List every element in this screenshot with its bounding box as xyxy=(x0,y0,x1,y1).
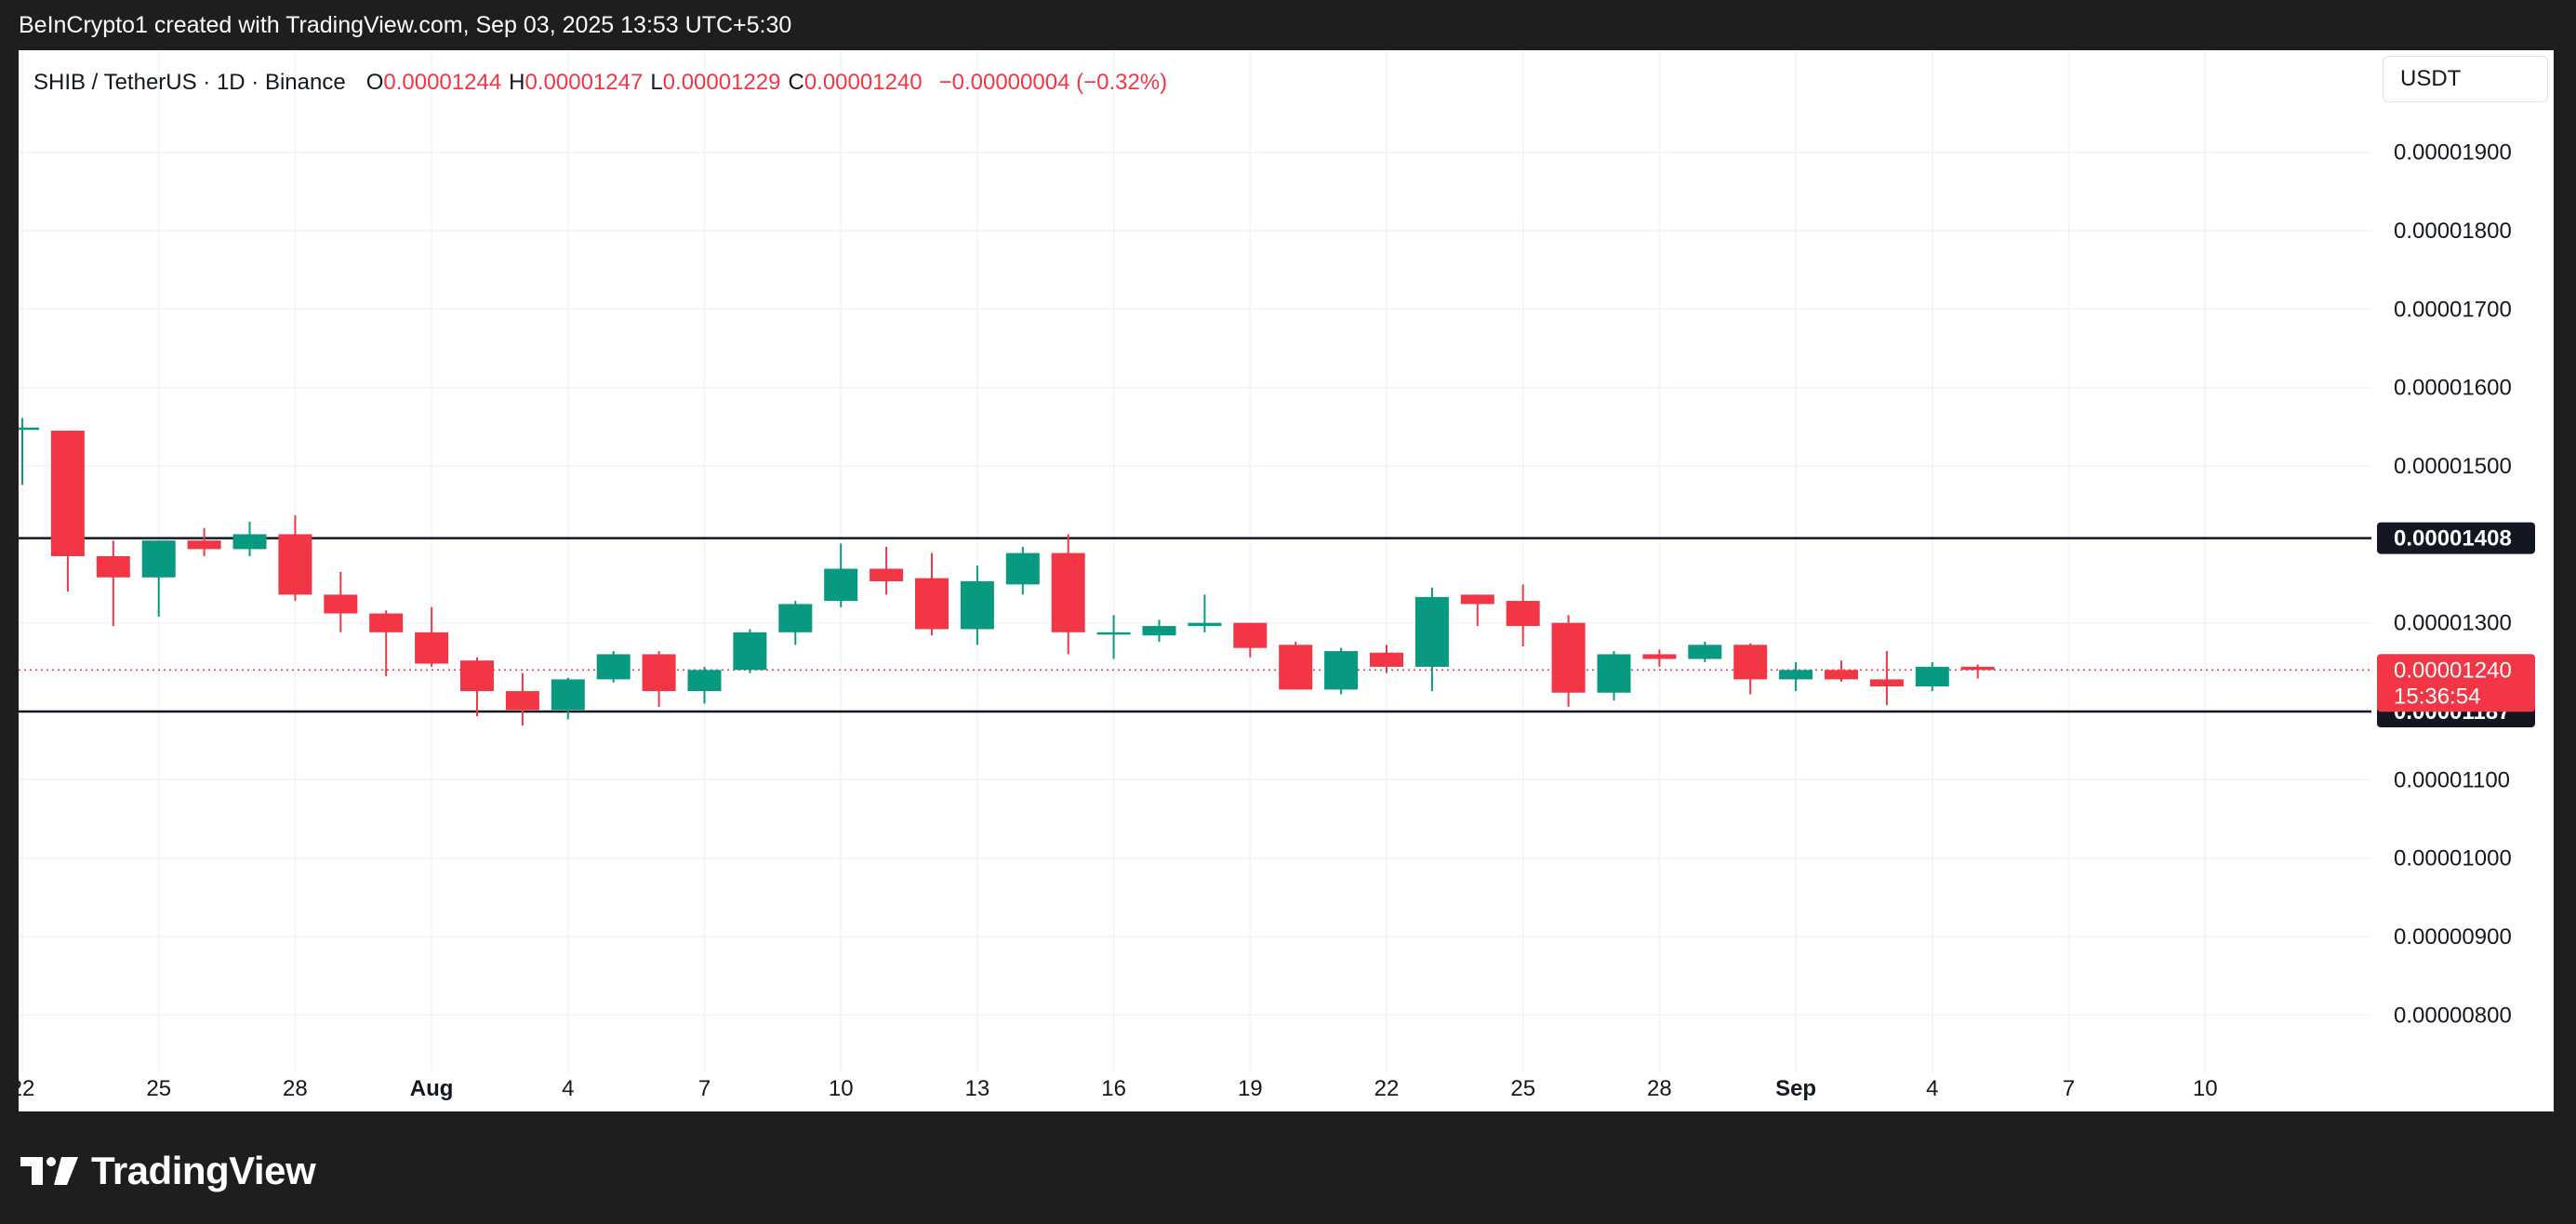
current-price-tag xyxy=(2377,654,2535,712)
x-tick-label: Sep xyxy=(1775,1076,1816,1101)
candle-body xyxy=(324,594,358,614)
x-tick-label: 28 xyxy=(283,1076,308,1101)
open-label: O xyxy=(365,70,384,95)
y-tick-label: 0.00001900 xyxy=(2394,140,2512,166)
candle-body xyxy=(1642,654,1677,659)
y-tick-label: 0.00001600 xyxy=(2394,376,2512,401)
candle-body xyxy=(687,670,722,692)
y-tick-label: 0.00001000 xyxy=(2394,846,2512,871)
candle-body xyxy=(551,679,585,711)
low-value: 0.00001229 xyxy=(662,70,781,95)
candle-body xyxy=(1188,622,1222,627)
candle-body xyxy=(19,427,39,431)
candle-body xyxy=(1051,552,1085,632)
candle-body xyxy=(824,568,858,602)
symbol-legend: SHIB / TetherUS · 1D · Binance O0.0000124… xyxy=(33,67,1167,99)
current-price-label: 0.00001240 xyxy=(2394,658,2512,683)
candle-body xyxy=(1324,651,1359,690)
x-tick-label: Aug xyxy=(410,1076,454,1101)
symbol-label: SHIB / TetherUS · 1D · Binance xyxy=(33,70,346,95)
candle-body xyxy=(187,540,221,550)
brand-name: TradingView xyxy=(91,1149,316,1192)
candle-body xyxy=(1460,594,1494,605)
candle-body xyxy=(960,580,994,630)
x-tick-label: 7 xyxy=(698,1076,710,1101)
candle-body xyxy=(415,632,449,664)
y-tick-label: 0.00001800 xyxy=(2394,219,2512,244)
x-tick-label: 7 xyxy=(2063,1076,2075,1101)
change-value: −0.00000004 (−0.32%) xyxy=(938,70,1168,95)
candle-body xyxy=(1233,622,1268,648)
candle-body xyxy=(1597,654,1631,693)
candle-body xyxy=(1688,645,1722,659)
x-tick-label: 22 xyxy=(1374,1076,1400,1101)
high-value: 0.00001247 xyxy=(524,70,644,95)
level-price-label: 0.00001408 xyxy=(2394,526,2512,552)
candle-body xyxy=(1506,601,1540,627)
candle-body xyxy=(369,613,404,632)
candle-body xyxy=(1096,632,1131,635)
candle-body xyxy=(232,534,267,550)
footer-bar: TradingView xyxy=(0,1111,2576,1224)
x-tick-label: 28 xyxy=(1647,1076,1672,1101)
attribution-bar: BeInCrypto1 created with TradingView.com… xyxy=(0,0,2576,50)
x-tick-label: 4 xyxy=(562,1076,574,1101)
candle-body xyxy=(1960,666,1995,671)
y-tick-label: 0.00001100 xyxy=(2394,767,2510,792)
candle-body xyxy=(278,534,312,595)
candle-countdown: 15:36:54 xyxy=(2394,684,2480,709)
candle-body xyxy=(1005,552,1040,585)
candle-body xyxy=(1279,645,1313,690)
candle-body xyxy=(870,568,904,581)
x-tick-label: 4 xyxy=(1926,1076,1938,1101)
x-tick-label: 13 xyxy=(965,1076,990,1101)
x-tick-label: 10 xyxy=(2193,1076,2218,1101)
close-label: C xyxy=(788,70,804,95)
tradingview-logo-icon xyxy=(20,1157,78,1185)
chart-panel[interactable]: 0.00001900 0.00001800 0.00001700 0.00001600… xyxy=(19,50,2554,1111)
x-tick-label: 25 xyxy=(1510,1076,1535,1101)
close-value: 0.00001240 xyxy=(803,70,923,95)
candle-body xyxy=(1551,622,1586,693)
candle-body xyxy=(1370,652,1403,667)
candle-body xyxy=(50,431,85,556)
candle-body xyxy=(1142,626,1176,636)
x-tick-label: 19 xyxy=(1238,1076,1263,1101)
candle-body xyxy=(460,660,494,692)
x-tick-label: 25 xyxy=(146,1076,171,1101)
candle-body xyxy=(1869,679,1904,687)
candle-body xyxy=(596,654,631,680)
tradingview-logo: TradingView xyxy=(20,1149,316,1192)
candle-body xyxy=(141,540,176,578)
open-value: 0.00001244 xyxy=(383,70,502,95)
candle-body xyxy=(1825,670,1858,680)
y-tick-label: 0.00001500 xyxy=(2394,454,2512,479)
candle-body xyxy=(778,604,813,632)
low-label: L xyxy=(650,70,663,95)
candle-body xyxy=(1915,666,1949,687)
candle-body xyxy=(733,632,767,671)
y-tick-label: 0.00000800 xyxy=(2394,1003,2512,1028)
candle-body xyxy=(505,691,539,711)
candle-body xyxy=(642,654,676,692)
x-tick-label: 22 xyxy=(19,1076,34,1101)
y-tick-label: 0.00001700 xyxy=(2394,297,2512,322)
currency-selector[interactable]: USDT xyxy=(2383,56,2548,102)
x-tick-label: 10 xyxy=(829,1076,854,1101)
level-price-tag xyxy=(2377,522,2535,554)
high-label: H xyxy=(509,70,525,95)
candle-body xyxy=(1733,645,1768,680)
x-tick-label: 16 xyxy=(1101,1076,1126,1101)
candle-body xyxy=(1779,670,1813,680)
candle-body xyxy=(1414,596,1449,667)
y-tick-label: 0.00000900 xyxy=(2394,925,2512,950)
y-tick-label: 0.00001300 xyxy=(2394,611,2512,636)
candlestick-chart[interactable]: 0.00001900 0.00001800 0.00001700 0.00001600… xyxy=(19,50,2554,1111)
candle-body xyxy=(96,556,130,578)
candle-body xyxy=(915,578,949,630)
attribution-text: BeInCrypto1 created with TradingView.com… xyxy=(19,12,792,38)
